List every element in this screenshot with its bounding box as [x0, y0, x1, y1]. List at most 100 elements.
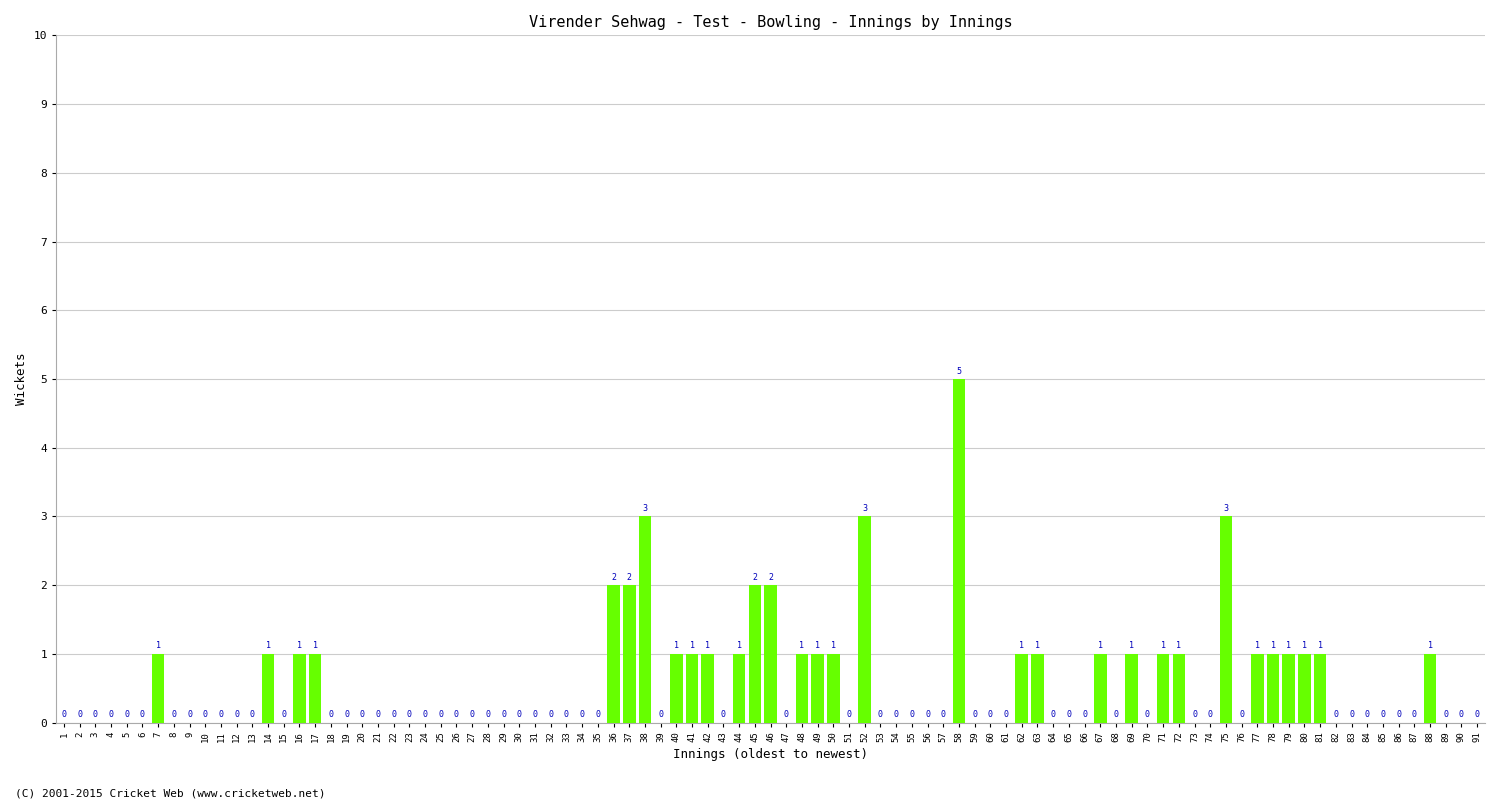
Text: 0: 0	[878, 710, 884, 719]
Bar	[639, 517, 651, 722]
Text: 0: 0	[251, 710, 255, 719]
Y-axis label: Wickets: Wickets	[15, 353, 28, 406]
Text: 1: 1	[674, 642, 680, 650]
Text: 0: 0	[360, 710, 364, 719]
Text: 0: 0	[328, 710, 333, 719]
X-axis label: Innings (oldest to newest): Innings (oldest to newest)	[674, 748, 868, 761]
Text: 0: 0	[1192, 710, 1197, 719]
Text: 0: 0	[406, 710, 412, 719]
Text: 1: 1	[736, 642, 741, 650]
Text: 0: 0	[532, 710, 537, 719]
Bar	[1125, 654, 1138, 722]
Text: 0: 0	[1082, 710, 1088, 719]
Text: 1: 1	[1302, 642, 1306, 650]
Text: 0: 0	[124, 710, 129, 719]
Text: 0: 0	[1396, 710, 1401, 719]
Text: 0: 0	[438, 710, 444, 719]
Text: 0: 0	[486, 710, 490, 719]
Text: 0: 0	[234, 710, 238, 719]
Text: (C) 2001-2015 Cricket Web (www.cricketweb.net): (C) 2001-2015 Cricket Web (www.cricketwe…	[15, 788, 326, 798]
Text: 0: 0	[454, 710, 459, 719]
Text: 0: 0	[188, 710, 192, 719]
Text: 0: 0	[658, 710, 663, 719]
Bar	[1173, 654, 1185, 722]
Bar	[670, 654, 682, 722]
Text: 3: 3	[642, 504, 648, 513]
Bar	[622, 586, 636, 722]
Text: 0: 0	[108, 710, 114, 719]
Bar	[1251, 654, 1263, 722]
Text: 0: 0	[1348, 710, 1354, 719]
Bar	[686, 654, 699, 722]
Text: 0: 0	[940, 710, 946, 719]
Text: 1: 1	[831, 642, 836, 650]
Bar	[1314, 654, 1326, 722]
Bar	[1016, 654, 1028, 722]
Text: 0: 0	[1443, 710, 1448, 719]
Text: 0: 0	[894, 710, 898, 719]
Bar	[1220, 517, 1232, 722]
Text: 1: 1	[705, 642, 710, 650]
Text: 1: 1	[1098, 642, 1102, 650]
Text: 2: 2	[610, 573, 616, 582]
Text: 1: 1	[690, 642, 694, 650]
Text: 1: 1	[1176, 642, 1182, 650]
Bar	[812, 654, 824, 722]
Text: 0: 0	[926, 710, 930, 719]
Text: 2: 2	[753, 573, 758, 582]
Text: 0: 0	[596, 710, 600, 719]
Text: 0: 0	[909, 710, 915, 719]
Text: 0: 0	[93, 710, 98, 719]
Text: 0: 0	[564, 710, 568, 719]
Text: 0: 0	[1460, 710, 1464, 719]
Bar	[309, 654, 321, 722]
Text: 0: 0	[1380, 710, 1386, 719]
Bar	[795, 654, 808, 722]
Text: 1: 1	[1286, 642, 1292, 650]
Title: Virender Sehwag - Test - Bowling - Innings by Innings: Virender Sehwag - Test - Bowling - Innin…	[528, 15, 1013, 30]
Bar	[765, 586, 777, 722]
Bar	[1030, 654, 1044, 722]
Text: 1: 1	[800, 642, 804, 650]
Text: 0: 0	[470, 710, 474, 719]
Text: 1: 1	[312, 642, 318, 650]
Text: 3: 3	[862, 504, 867, 513]
Text: 1: 1	[1130, 642, 1134, 650]
Text: 2: 2	[627, 573, 632, 582]
Bar	[858, 517, 871, 722]
Text: 0: 0	[219, 710, 224, 719]
Bar	[702, 654, 714, 722]
Text: 1: 1	[1020, 642, 1025, 650]
Text: 0: 0	[988, 710, 993, 719]
Text: 0: 0	[1113, 710, 1119, 719]
Text: 5: 5	[957, 366, 962, 375]
Text: 0: 0	[171, 710, 177, 719]
Text: 0: 0	[1239, 710, 1244, 719]
Text: 0: 0	[344, 710, 350, 719]
Bar	[952, 379, 966, 722]
Text: 0: 0	[423, 710, 427, 719]
Text: 0: 0	[518, 710, 522, 719]
Bar	[608, 586, 619, 722]
Text: 0: 0	[140, 710, 146, 719]
Bar	[1298, 654, 1311, 722]
Text: 0: 0	[846, 710, 852, 719]
Text: 0: 0	[392, 710, 396, 719]
Text: 1: 1	[266, 642, 270, 650]
Text: 0: 0	[548, 710, 554, 719]
Text: 0: 0	[579, 710, 585, 719]
Text: 1: 1	[1256, 642, 1260, 650]
Bar	[1266, 654, 1280, 722]
Bar	[827, 654, 840, 722]
Bar	[1424, 654, 1437, 722]
Text: 1: 1	[1161, 642, 1166, 650]
Bar	[1156, 654, 1170, 722]
Text: 0: 0	[1365, 710, 1370, 719]
Text: 0: 0	[722, 710, 726, 719]
Bar	[1094, 654, 1107, 722]
Bar	[262, 654, 274, 722]
Bar	[292, 654, 306, 722]
Text: 2: 2	[768, 573, 772, 582]
Text: 0: 0	[76, 710, 82, 719]
Text: 0: 0	[1334, 710, 1338, 719]
